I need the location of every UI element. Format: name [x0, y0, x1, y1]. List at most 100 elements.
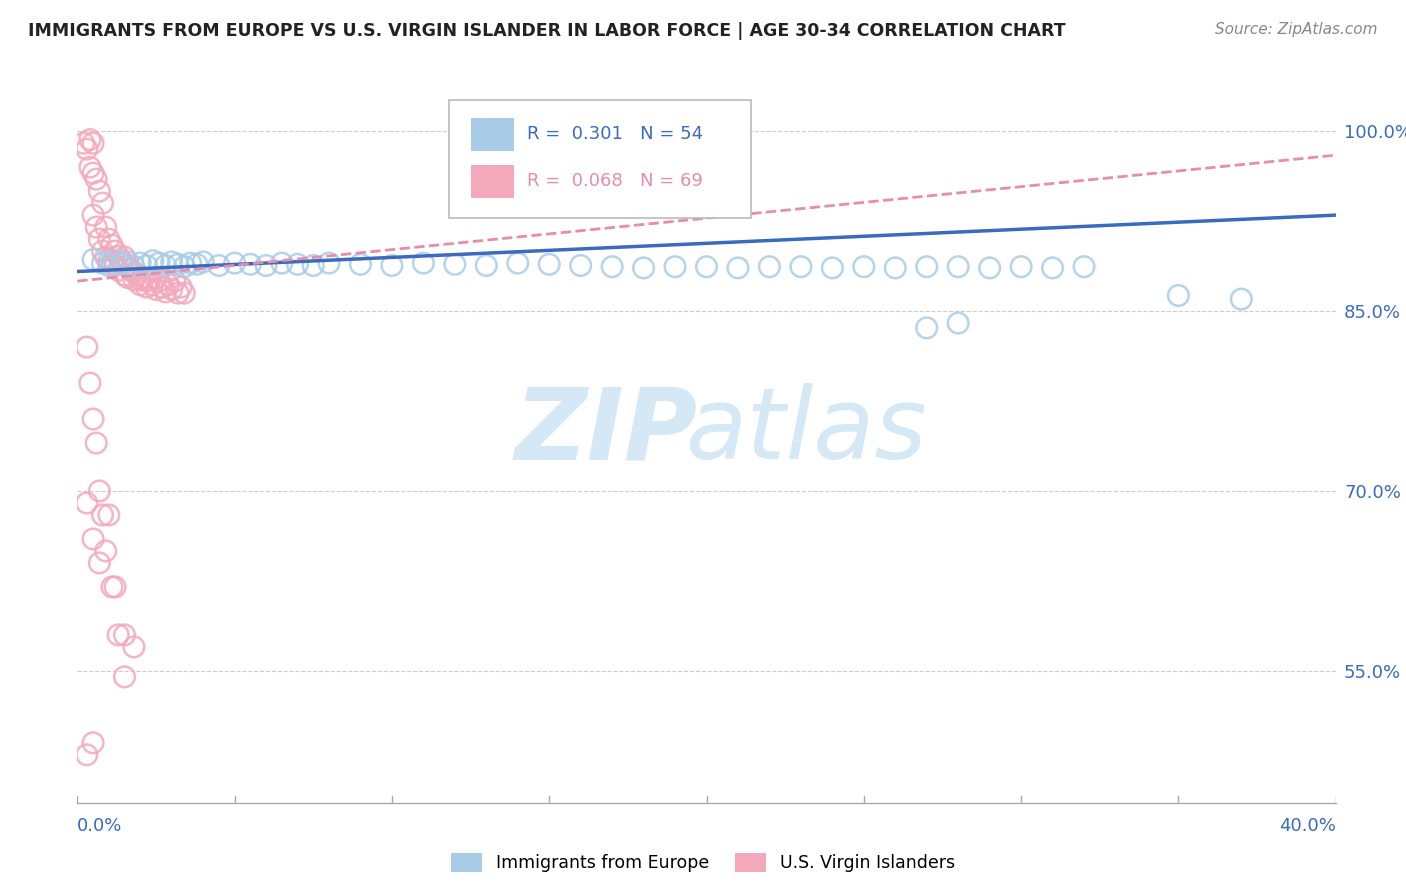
Text: R =  0.301   N = 54: R = 0.301 N = 54	[527, 125, 703, 143]
Point	[114, 250, 136, 264]
Point	[122, 266, 145, 280]
Point	[117, 255, 139, 269]
Point	[117, 270, 139, 285]
FancyBboxPatch shape	[471, 165, 515, 198]
Point	[84, 436, 107, 450]
Point	[160, 283, 183, 297]
Point	[91, 244, 114, 259]
Point	[135, 259, 157, 273]
Point	[852, 260, 875, 274]
Point	[127, 268, 149, 282]
Point	[727, 260, 749, 275]
Point	[600, 260, 623, 274]
Point	[91, 196, 114, 211]
Point	[122, 273, 145, 287]
Point	[191, 255, 215, 269]
Point	[120, 262, 142, 277]
Point	[412, 256, 434, 270]
Point	[101, 238, 124, 252]
Point	[82, 412, 104, 426]
Point	[104, 259, 127, 273]
Point	[114, 670, 136, 684]
Point	[1042, 260, 1064, 275]
Point	[79, 132, 101, 146]
Point	[107, 628, 129, 642]
Point	[138, 273, 160, 287]
Point	[104, 253, 127, 268]
Point	[224, 256, 246, 270]
Point	[948, 260, 970, 274]
Point	[79, 376, 101, 390]
Point	[135, 280, 157, 294]
Point	[89, 184, 111, 198]
Point	[89, 232, 111, 246]
Point	[76, 142, 98, 156]
Point	[76, 340, 98, 354]
Point	[94, 544, 117, 558]
Point	[208, 259, 231, 273]
Point	[270, 256, 292, 270]
Point	[82, 532, 104, 546]
Point	[302, 259, 325, 273]
Point	[82, 166, 104, 180]
Point	[82, 736, 104, 750]
Point	[129, 277, 152, 292]
Point	[173, 286, 195, 301]
Point	[82, 136, 104, 151]
Point	[239, 257, 262, 271]
Point	[107, 263, 129, 277]
Point	[287, 257, 309, 271]
Point	[76, 496, 98, 510]
Point	[167, 257, 190, 271]
Point	[117, 259, 139, 273]
Point	[79, 160, 101, 174]
Point	[114, 268, 136, 282]
Point	[110, 257, 132, 271]
Point	[129, 256, 152, 270]
Point	[155, 285, 177, 299]
Point	[186, 257, 208, 271]
Point	[163, 274, 186, 288]
Point	[160, 255, 183, 269]
Point	[104, 244, 127, 259]
Point	[915, 260, 938, 274]
Point	[84, 220, 107, 235]
Point	[1230, 292, 1253, 306]
Point	[148, 256, 170, 270]
FancyBboxPatch shape	[471, 119, 515, 152]
Point	[101, 580, 124, 594]
FancyBboxPatch shape	[449, 100, 751, 218]
Point	[1073, 260, 1095, 274]
Point	[155, 259, 177, 273]
Point	[72, 136, 94, 151]
Point	[135, 274, 157, 288]
Point	[122, 640, 145, 654]
Text: 40.0%: 40.0%	[1279, 817, 1336, 835]
Point	[145, 270, 167, 285]
Point	[82, 208, 104, 222]
Point	[444, 257, 467, 271]
Point	[821, 260, 844, 275]
Point	[97, 259, 120, 273]
Point	[89, 483, 111, 498]
Text: ZIP: ZIP	[515, 384, 697, 480]
Point	[84, 172, 107, 186]
Point	[97, 508, 120, 522]
Point	[696, 260, 718, 274]
Point	[381, 259, 404, 273]
Point	[633, 260, 655, 275]
Point	[142, 277, 165, 292]
Point	[148, 274, 170, 288]
Point	[122, 260, 145, 274]
Point	[129, 273, 152, 287]
Text: R =  0.068   N = 69: R = 0.068 N = 69	[527, 171, 703, 189]
Point	[97, 253, 120, 268]
Point	[114, 628, 136, 642]
Point	[91, 256, 114, 270]
Point	[89, 556, 111, 570]
Point	[167, 286, 190, 301]
Point	[884, 260, 907, 275]
Point	[538, 257, 561, 271]
Point	[107, 249, 129, 263]
Point	[94, 250, 117, 264]
